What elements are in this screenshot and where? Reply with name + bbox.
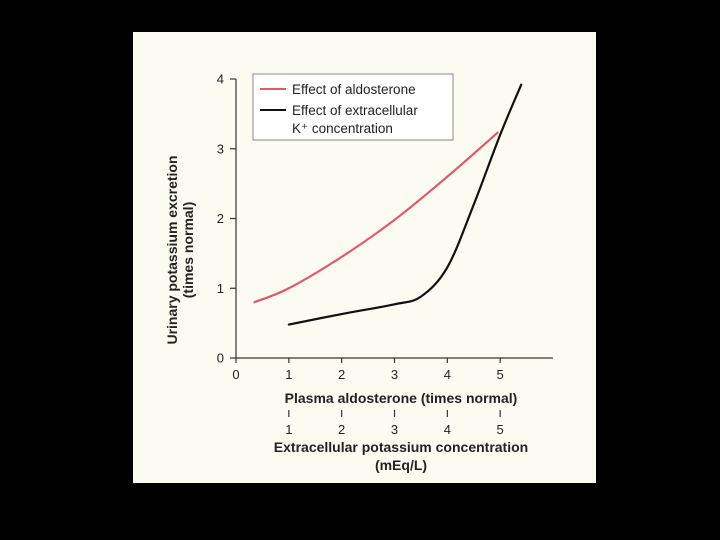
series-layer (253, 83, 523, 326)
series-line-aldosterone (253, 131, 499, 304)
y-ticks: 0 1 2 3 4 (217, 72, 236, 366)
x-tick-label: 5 (497, 367, 504, 382)
x-tick-label: 1 (285, 367, 292, 382)
x2-tick-label: 2 (338, 422, 345, 437)
x-tick-label: 3 (391, 367, 398, 382)
y-tick-label: 2 (217, 211, 224, 226)
x2-tick-label: 1 (285, 422, 292, 437)
legend-box (252, 73, 454, 141)
x-ticks: 0 1 2 3 4 5 (232, 358, 504, 382)
series-line-extracellular-k (287, 83, 523, 326)
figure-panel: 0 1 2 3 4 0 1 2 3 4 5 1 2 3 4 5 Urinary potassium exc… (133, 32, 596, 483)
x-tick-label: 4 (444, 367, 451, 382)
y-tick-label: 0 (217, 351, 224, 366)
x2-tick-label: 5 (497, 422, 504, 437)
y-tick-label: 3 (217, 141, 224, 156)
legend-label-extracellular-k-line2: K⁺ concentration (292, 121, 393, 136)
y-tick-label: 4 (217, 72, 224, 87)
x2-ticks: 1 2 3 4 5 (285, 410, 504, 437)
x2-tick-label: 3 (391, 422, 398, 437)
x2-axis-title: Extracellular potassium concentration (274, 439, 528, 455)
y-axis-title-line2: (times normal) (180, 202, 196, 298)
y-tick-label: 1 (217, 281, 224, 296)
legend-label-extracellular-k: Effect of extracellular (292, 103, 418, 118)
x-axis-title: Plasma aldosterone (times normal) (285, 390, 518, 406)
legend-label-aldosterone: Effect of aldosterone (292, 82, 416, 97)
x-tick-label: 2 (338, 367, 345, 382)
x-tick-label: 0 (232, 367, 239, 382)
potassium-excretion-chart: 0 1 2 3 4 0 1 2 3 4 5 1 2 3 4 5 Urinary potassium exc… (164, 72, 553, 473)
y-axis-title: Urinary potassium excretion (164, 155, 180, 344)
legend: Effect of aldosterone Effect of extracel… (252, 73, 454, 141)
x2-axis-title-line2: (mEq/L) (375, 457, 427, 473)
x2-tick-label: 4 (444, 422, 451, 437)
